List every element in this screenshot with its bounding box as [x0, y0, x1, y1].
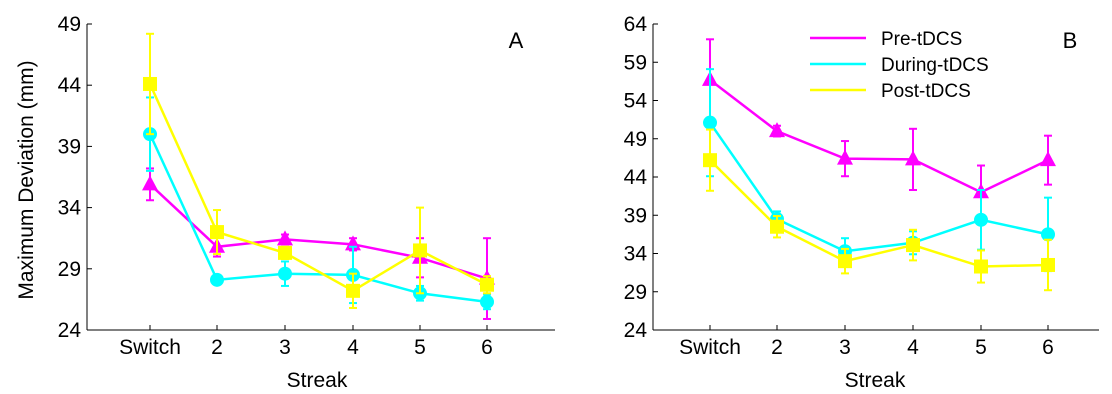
data-point-square — [838, 254, 852, 269]
panel-b-x-tick-label: 6 — [1042, 336, 1054, 359]
series-line — [148, 83, 488, 293]
data-point-square — [480, 277, 494, 292]
legend-label: Pre-tDCS — [881, 29, 962, 50]
y-axis-title: Maximum Deviation (mm) — [15, 60, 38, 299]
panel-a-y-tick-label: 39 — [58, 135, 81, 158]
panel-a-series-post-tdcs — [143, 32, 494, 309]
panel-a-axes — [86, 24, 555, 331]
panel-b-series-pre-tdcs — [702, 38, 1056, 221]
panel-b-x-tick-label: Switch — [679, 336, 741, 359]
data-point-square — [346, 283, 360, 298]
panel-b-x-ticks: Switch 2 3 4 5 6 — [679, 325, 1054, 359]
series-line — [149, 183, 488, 280]
panel-a-x-tick-label: 3 — [279, 336, 291, 359]
panel-b-y-ticks: 24 29 34 39 44 49 54 59 64 — [624, 13, 658, 342]
series-line — [708, 121, 1049, 253]
data-point-square — [278, 245, 292, 260]
data-point-triangle — [1040, 151, 1056, 167]
data-point-triangle — [837, 149, 853, 165]
panel-a-y-tick-label: 29 — [58, 258, 81, 281]
series-line — [148, 133, 488, 304]
panel-b-x-tick-label: 2 — [771, 336, 783, 359]
data-point-square — [974, 259, 988, 274]
panel-b-y-tick-label: 59 — [624, 51, 647, 74]
data-point-circle — [703, 115, 717, 130]
panel-a-y-tick-label: 44 — [58, 74, 82, 97]
panel-b-x-tick-label: 4 — [907, 336, 919, 359]
panel-b-label: B — [1063, 28, 1078, 53]
panel-b-y-tick-label: 49 — [624, 128, 647, 151]
panel-a-x-tick-label: 5 — [414, 336, 426, 359]
data-point-square — [770, 219, 784, 234]
data-point-square — [413, 243, 427, 258]
data-point-square — [703, 153, 717, 168]
data-point-square — [1041, 257, 1055, 272]
panel-a-y-tick-label: 24 — [58, 319, 82, 342]
data-point-circle — [1041, 227, 1055, 242]
panel-b-x-tick-label: 3 — [839, 336, 851, 359]
series-line — [709, 78, 1049, 194]
panel-a-x-axis-title: Streak — [287, 369, 348, 392]
panel-b-plot-area — [702, 38, 1056, 292]
panel-b-y-tick-label: 54 — [624, 90, 648, 113]
panel-a-x-tick-label: 6 — [481, 336, 493, 359]
panel-b-axes — [652, 24, 1099, 331]
panel-b-x-axis-title: Streak — [845, 369, 906, 392]
series-line — [709, 159, 1049, 268]
legend-label: During-tDCS — [881, 55, 989, 76]
data-point-square — [906, 238, 920, 253]
data-point-square — [210, 225, 224, 240]
panel-b-y-tick-label: 44 — [624, 166, 648, 189]
panel-b-x-tick-label: 5 — [975, 336, 987, 359]
panel-b-y-tick-label: 64 — [624, 13, 648, 36]
data-point-square — [143, 76, 157, 91]
data-point-circle — [210, 272, 224, 287]
data-point-triangle — [905, 150, 921, 166]
panel-b-series-post-tdcs — [703, 128, 1055, 292]
panel-b-series-during-tdcs — [703, 68, 1055, 273]
data-point-triangle — [769, 122, 785, 138]
panel-b-y-tick-label: 39 — [624, 204, 647, 227]
panel-a-y-tick-label: 49 — [58, 13, 81, 36]
panel-b-y-tick-label: 29 — [624, 281, 647, 304]
panel-b-y-tick-label: 24 — [624, 319, 648, 342]
panel-b-legend: Pre-tDCS During-tDCS Post-tDCS — [810, 29, 989, 102]
legend-label: Post-tDCS — [881, 81, 971, 102]
panel-a-series-during-tdcs — [143, 96, 494, 311]
data-point-circle — [278, 266, 292, 281]
data-point-circle — [974, 212, 988, 227]
panel-a-x-tick-label: 4 — [347, 336, 359, 359]
data-point-circle — [480, 294, 494, 309]
panel-a-y-tick-label: 34 — [58, 197, 82, 220]
panel-a-plot-area — [142, 32, 495, 320]
data-point-triangle — [277, 230, 293, 246]
panel-a-label: A — [509, 28, 524, 53]
panel-a-x-ticks: Switch 2 3 4 5 6 — [119, 325, 493, 359]
panel-a-x-tick-label: Switch — [119, 336, 181, 359]
panel-a-x-tick-label: 2 — [211, 336, 223, 359]
panel-b-y-tick-label: 34 — [624, 243, 648, 266]
data-point-triangle — [142, 175, 158, 191]
panel-a-y-ticks: 24 29 34 39 44 49 — [58, 13, 92, 342]
